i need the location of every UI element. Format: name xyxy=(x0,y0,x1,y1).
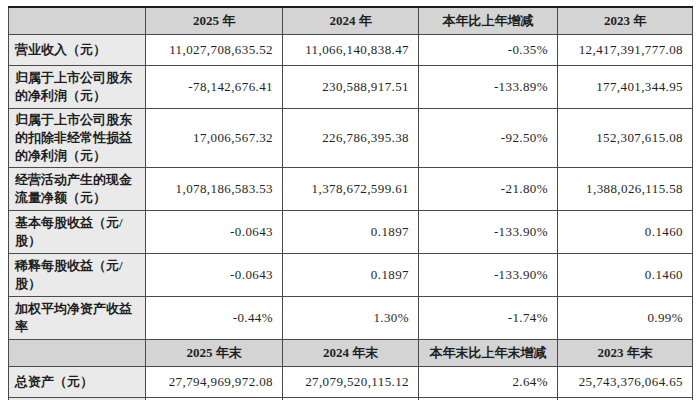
value-cell: -1.74% xyxy=(419,296,558,339)
value-cell: 25,743,376,064.65 xyxy=(558,366,693,397)
value-cell: 0.99% xyxy=(558,296,693,339)
row-label: 归属于上市公司股东的净利润（元） xyxy=(9,66,146,109)
header-cell-yoy-change: 本年比上年增减 xyxy=(419,7,558,35)
header-cell-2025: 2025 年 xyxy=(146,7,283,35)
financial-summary-table: 2025 年 2024 年 本年比上年增减 2023 年 营业收入（元） 11,… xyxy=(8,6,693,400)
value-cell: 0.1897 xyxy=(283,210,419,253)
header-cell-2025-end: 2025 年末 xyxy=(146,339,283,366)
table-row-revenue: 营业收入（元） 11,027,708,635.52 11,066,140,838… xyxy=(9,35,693,66)
row-label: 经营活动产生的现金流量净额（元） xyxy=(9,167,146,210)
value-cell: -133.90% xyxy=(419,253,558,296)
value-cell: -0.44% xyxy=(146,296,283,339)
header-cell-blank xyxy=(9,7,146,35)
value-cell: 27,079,520,115.12 xyxy=(283,366,419,397)
value-cell: 27,794,969,972.08 xyxy=(146,366,283,397)
value-cell: -0.35% xyxy=(419,35,558,66)
table-row-basic-eps: 基本每股收益（元/股） -0.0643 0.1897 -133.90% 0.14… xyxy=(9,210,693,253)
value-cell: -0.0643 xyxy=(146,210,283,253)
value-cell: -133.89% xyxy=(419,66,558,109)
table-header-row-period-end: 2025 年末 2024 年末 本年末比上年末增减 2023 年末 xyxy=(9,339,693,366)
value-cell: 1.30% xyxy=(283,296,419,339)
value-cell: 226,786,395.38 xyxy=(283,109,419,168)
table-header-row-period: 2025 年 2024 年 本年比上年增减 2023 年 xyxy=(9,7,693,35)
value-cell: 0.1460 xyxy=(558,253,693,296)
header-cell-blank xyxy=(9,339,146,366)
value-cell: -133.90% xyxy=(419,210,558,253)
row-label: 加权平均净资产收益率 xyxy=(9,296,146,339)
table-row-diluted-eps: 稀释每股收益（元/股） -0.0643 0.1897 -133.90% 0.14… xyxy=(9,253,693,296)
value-cell: 0.1460 xyxy=(558,210,693,253)
table-row-total-assets: 总资产（元） 27,794,969,972.08 27,079,520,115.… xyxy=(9,366,693,397)
value-cell: 1,378,672,599.61 xyxy=(283,167,419,210)
table-row-operating-cash-flow: 经营活动产生的现金流量净额（元） 1,078,186,583.53 1,378,… xyxy=(9,167,693,210)
table-row-net-profit-excl-nonrecurring: 归属于上市公司股东的扣除非经常性损益的净利润（元） 17,006,567.32 … xyxy=(9,109,693,168)
header-cell-2023-end: 2023 年末 xyxy=(558,339,693,366)
header-cell-end-change: 本年末比上年末增减 xyxy=(419,339,558,366)
header-cell-2024: 2024 年 xyxy=(283,7,419,35)
value-cell: 2.64% xyxy=(419,366,558,397)
value-cell: -0.0643 xyxy=(146,253,283,296)
value-cell: 0.1897 xyxy=(283,253,419,296)
value-cell: 230,588,917.51 xyxy=(283,66,419,109)
row-label: 总资产（元） xyxy=(9,366,146,397)
row-label: 营业收入（元） xyxy=(9,35,146,66)
header-cell-2023: 2023 年 xyxy=(558,7,693,35)
value-cell: -21.80% xyxy=(419,167,558,210)
value-cell: 1,078,186,583.53 xyxy=(146,167,283,210)
value-cell: 177,401,344.95 xyxy=(558,66,693,109)
value-cell: 17,006,567.32 xyxy=(146,109,283,168)
value-cell: 152,307,615.08 xyxy=(558,109,693,168)
header-cell-2024-end: 2024 年末 xyxy=(283,339,419,366)
value-cell: 11,027,708,635.52 xyxy=(146,35,283,66)
value-cell: 1,388,026,115.58 xyxy=(558,167,693,210)
value-cell: -78,142,676.41 xyxy=(146,66,283,109)
value-cell: 11,066,140,838.47 xyxy=(283,35,419,66)
row-label: 稀释每股收益（元/股） xyxy=(9,253,146,296)
row-label: 归属于上市公司股东的扣除非经常性损益的净利润（元） xyxy=(9,109,146,168)
table-row-net-profit: 归属于上市公司股东的净利润（元） -78,142,676.41 230,588,… xyxy=(9,66,693,109)
table-row-weighted-avg-roe: 加权平均净资产收益率 -0.44% 1.30% -1.74% 0.99% xyxy=(9,296,693,339)
row-label: 基本每股收益（元/股） xyxy=(9,210,146,253)
value-cell: -92.50% xyxy=(419,109,558,168)
value-cell: 12,417,391,777.08 xyxy=(558,35,693,66)
